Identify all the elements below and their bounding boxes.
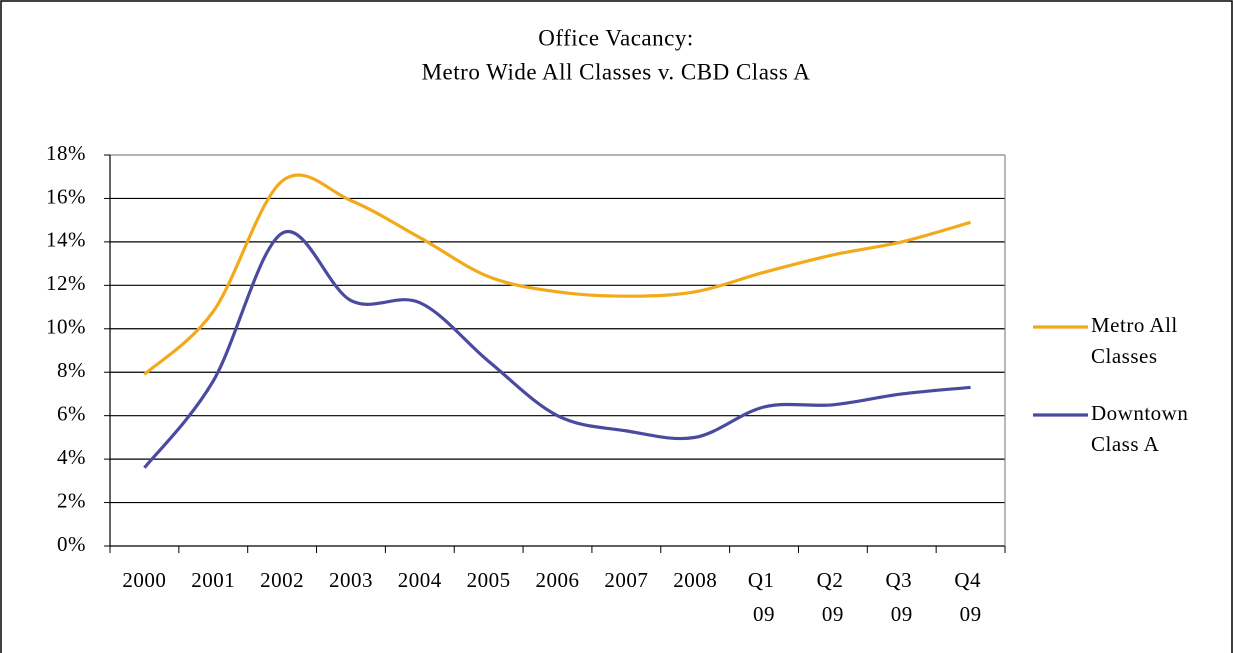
x-tick-label: 2004 xyxy=(398,568,442,592)
x-tick-label: 2002 xyxy=(260,568,304,592)
x-tick-label: Q1 09 xyxy=(748,568,780,626)
x-tick-label: 2007 xyxy=(604,568,648,592)
x-tick-label: 2003 xyxy=(329,568,373,592)
legend-label-line: Metro All xyxy=(1091,313,1184,337)
line-series xyxy=(143,229,971,469)
y-tick-label: 8% xyxy=(57,358,86,382)
x-tick-label-line: Q4 xyxy=(954,568,986,592)
x-tick-label-line: Q2 xyxy=(817,568,849,592)
chart-title: Metro Wide All Classes v. CBD Class A xyxy=(422,59,811,84)
y-tick-label: 16% xyxy=(46,184,86,208)
legend-label-line: Downtown xyxy=(1091,401,1194,425)
chart-title: Office Vacancy: xyxy=(538,25,693,50)
x-tick-label: Q2 09 xyxy=(817,568,849,626)
y-tick-label: 12% xyxy=(46,271,86,295)
line-series xyxy=(143,173,972,376)
legend-label: Downtown Class A xyxy=(1091,401,1194,456)
legend-label-line: Classes xyxy=(1091,344,1158,368)
x-tick-label-line: 09 xyxy=(960,602,982,626)
y-tick-label: 14% xyxy=(46,228,86,252)
legend-label-line: Class A xyxy=(1091,432,1160,456)
x-tick-label: Q3 09 xyxy=(886,568,918,626)
x-tick-label: 2005 xyxy=(467,568,511,592)
x-tick-label: 2001 xyxy=(191,568,235,592)
x-tick-label-line: 09 xyxy=(822,602,844,626)
x-tick-label: 2008 xyxy=(673,568,717,592)
legend-label: Metro All Classes xyxy=(1091,313,1184,368)
y-tick-label: 2% xyxy=(57,488,86,512)
x-tick-label-line: Q3 xyxy=(886,568,918,592)
y-tick-label: 6% xyxy=(57,401,86,425)
x-tick-label-line: 09 xyxy=(753,602,775,626)
y-tick-label: 18% xyxy=(46,141,86,165)
y-tick-label: 4% xyxy=(57,445,86,469)
x-tick-label-line: 09 xyxy=(891,602,913,626)
x-tick-label: Q4 09 xyxy=(954,568,986,626)
x-tick-label: 2006 xyxy=(536,568,580,592)
y-tick-label: 10% xyxy=(46,315,86,339)
y-tick-label: 0% xyxy=(57,532,86,556)
x-tick-label: 2000 xyxy=(122,568,166,592)
x-tick-label-line: Q1 xyxy=(748,568,780,592)
